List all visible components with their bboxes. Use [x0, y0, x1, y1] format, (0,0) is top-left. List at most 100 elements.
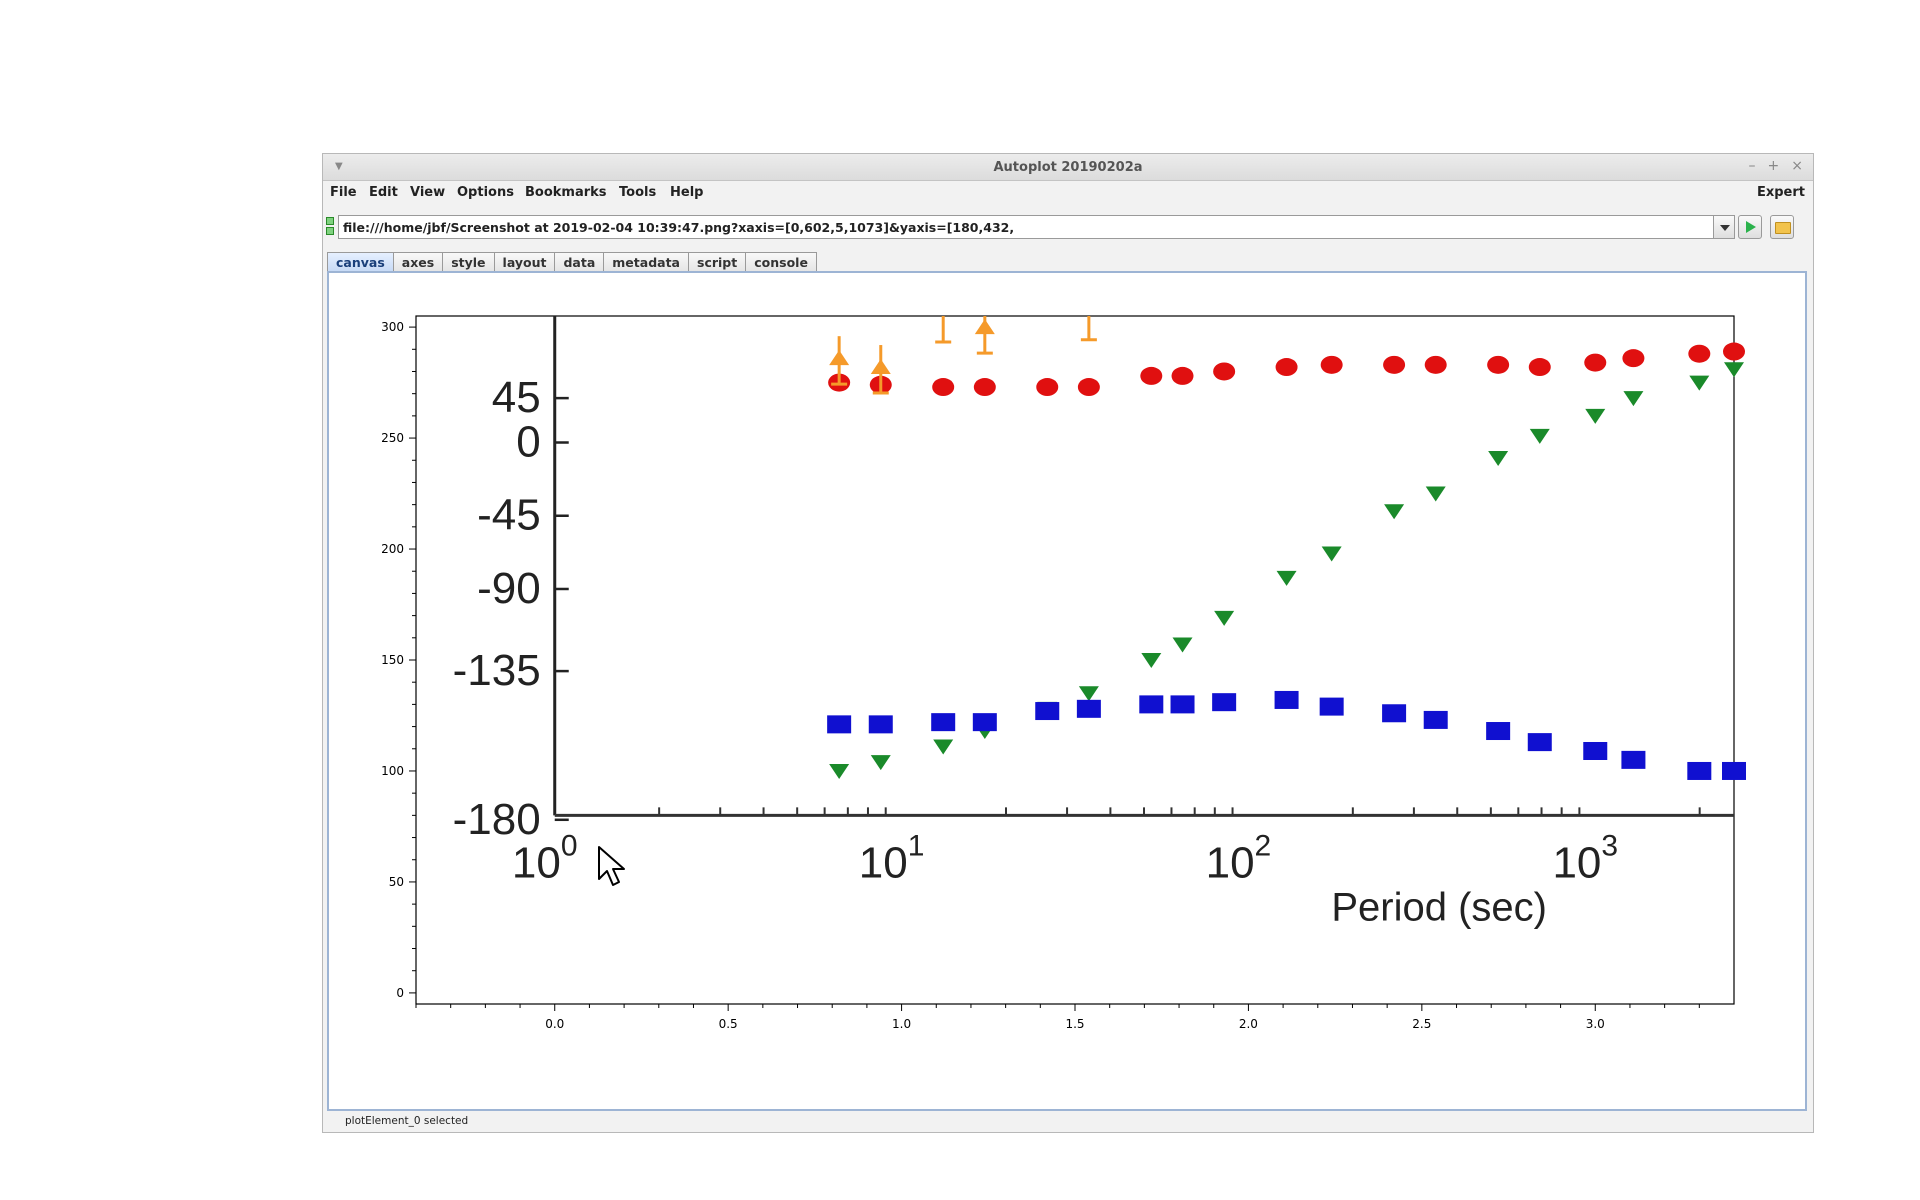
menu-bookmarks[interactable]: Bookmarks	[525, 185, 607, 200]
y-tick-label: 100	[381, 764, 404, 778]
image-y-tick-label: 45	[492, 373, 541, 422]
minimize-icon[interactable]: –	[1748, 158, 1756, 174]
y-tick-label: 250	[381, 431, 404, 445]
red-point	[1383, 355, 1406, 374]
uri-input[interactable]: file:///home/jbf/Screenshot at 2019-02-0…	[338, 215, 1716, 239]
tab-style[interactable]: style	[442, 252, 495, 272]
expert-menu[interactable]: Expert	[1756, 185, 1805, 200]
decade-base: 10	[859, 838, 908, 887]
x-tick-label: 0.0	[545, 1017, 564, 1031]
image-x-decade-label: 102	[1206, 829, 1272, 887]
plot-button[interactable]	[1738, 215, 1762, 239]
x-tick-label: 2.5	[1412, 1017, 1431, 1031]
red-point	[1077, 378, 1100, 397]
uri-history-dropdown[interactable]	[1713, 215, 1735, 239]
menu-bar: File Edit View Options Bookmarks Tools H…	[323, 180, 1813, 204]
tab-data[interactable]: data	[554, 252, 605, 272]
blue-point	[1486, 722, 1511, 741]
blue-point	[1583, 741, 1608, 760]
orange-point	[870, 359, 891, 375]
red-point	[1213, 362, 1236, 381]
green-point	[1689, 375, 1710, 391]
y-tick-label: 50	[389, 875, 404, 889]
decade-base: 10	[1552, 838, 1601, 887]
decade-base: 10	[512, 838, 561, 887]
red-point	[932, 378, 955, 397]
red-point	[1036, 378, 1059, 397]
green-point	[1623, 391, 1644, 407]
menu-tools[interactable]: Tools	[619, 185, 657, 200]
red-point	[1723, 342, 1745, 361]
green-point	[1321, 546, 1342, 562]
blue-point	[1527, 733, 1552, 752]
green-point	[1214, 610, 1235, 626]
image-y-tick-label: -180	[453, 795, 541, 844]
x-tick-label: 0.5	[719, 1017, 738, 1031]
blue-point	[1382, 704, 1407, 723]
maximize-icon[interactable]: +	[1767, 158, 1780, 174]
green-point	[1529, 428, 1550, 444]
decade-exponent: 2	[1255, 829, 1272, 862]
tab-axes[interactable]: axes	[392, 252, 444, 272]
tab-console[interactable]: console	[745, 252, 817, 272]
green-point	[1141, 653, 1162, 668]
menu-view[interactable]: View	[410, 185, 446, 200]
red-point	[1584, 353, 1607, 372]
tab-script[interactable]: script	[688, 252, 747, 272]
blue-point	[1687, 761, 1712, 780]
red-point	[1622, 349, 1645, 368]
menu-edit[interactable]: Edit	[369, 185, 398, 200]
red-point	[1688, 344, 1711, 363]
image-y-tick-label: 0	[516, 418, 540, 467]
blue-point	[1170, 695, 1195, 714]
image-y-tick-label: -135	[453, 646, 541, 695]
blue-point	[1621, 750, 1646, 769]
x-tick-label: 1.5	[1065, 1017, 1084, 1031]
window-controls: – + ×	[1749, 158, 1803, 174]
canvas-panel: 0 50 100 150 200 250 300 0.0 0.5 1.0 1.5 2.0 2.5 3.0 …	[327, 271, 1807, 1111]
status-bar: plotElement_0 selected	[345, 1115, 469, 1127]
red-point	[973, 378, 996, 397]
window-title: Autoplot 20190202a	[993, 160, 1143, 175]
browse-button[interactable]	[1770, 215, 1794, 239]
red-point	[1320, 355, 1343, 374]
plot-frame	[415, 315, 1735, 1005]
close-icon[interactable]: ×	[1791, 158, 1803, 174]
blue-point	[827, 715, 852, 734]
menu-help[interactable]: Help	[670, 185, 704, 200]
drag-handle-icon[interactable]	[326, 217, 334, 237]
blue-point	[931, 713, 956, 732]
red-point	[1140, 366, 1163, 385]
red-point	[1424, 355, 1447, 374]
tab-metadata[interactable]: metadata	[603, 252, 689, 272]
image-x-decade-label: 101	[859, 829, 925, 887]
green-point	[1276, 570, 1297, 586]
decade-exponent: 1	[908, 829, 925, 862]
red-point	[1171, 366, 1194, 385]
blue-point	[972, 713, 997, 732]
green-point	[933, 739, 954, 755]
blue-point	[1423, 710, 1448, 729]
blue-point	[1319, 697, 1344, 716]
blue-point	[1139, 695, 1164, 714]
orange-point	[974, 319, 995, 335]
blue-point	[1212, 693, 1237, 712]
blue-point	[1274, 690, 1299, 709]
red-point	[1528, 358, 1551, 377]
blue-point	[1076, 699, 1101, 718]
window-menu-icon[interactable]: ▼	[335, 161, 343, 172]
image-y-tick-label: -90	[477, 564, 541, 613]
green-point	[1724, 362, 1744, 378]
x-tick-label: 2.0	[1239, 1017, 1258, 1031]
green-point	[1172, 637, 1193, 653]
menu-file[interactable]: File	[330, 185, 357, 200]
tab-layout[interactable]: layout	[493, 252, 556, 272]
title-bar[interactable]: ▼ Autoplot 20190202a – + ×	[323, 154, 1813, 181]
tab-canvas[interactable]: canvas	[327, 252, 394, 272]
x-tick-label: 1.0	[892, 1017, 911, 1031]
image-x-axis-label: Period (sec)	[1331, 885, 1547, 929]
menu-options[interactable]: Options	[457, 185, 514, 200]
x-tick-label: 3.0	[1586, 1017, 1605, 1031]
y-tick-label: 150	[381, 653, 404, 667]
